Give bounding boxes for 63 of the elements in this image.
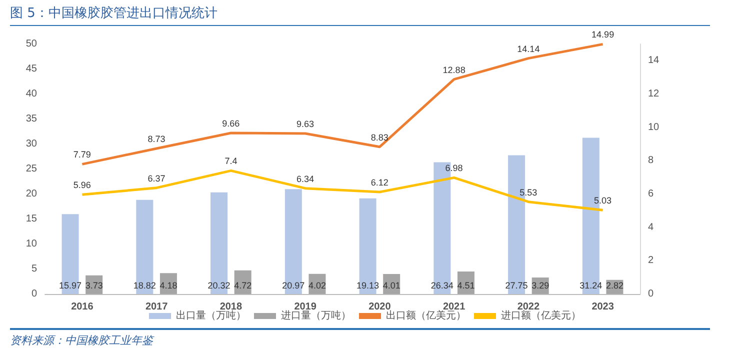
data-label: 4.01 [382, 280, 400, 290]
data-label: 4.02 [308, 280, 326, 290]
data-label: 7.79 [73, 150, 91, 160]
data-label: 9.63 [296, 119, 314, 129]
data-label: 2.82 [606, 280, 624, 290]
data-label: 4.51 [457, 280, 475, 290]
data-label: 8.83 [370, 132, 388, 142]
y-tick-label: 35 [26, 114, 38, 124]
data-label: 8.73 [148, 134, 166, 144]
x-tick-label: 2016 [71, 302, 94, 312]
x-tick-label: 2023 [592, 302, 614, 312]
data-label: 3.29 [532, 280, 550, 290]
data-label: 26.34 [430, 280, 454, 290]
y-tick-label: 20 [26, 188, 38, 200]
y-tick-label: 5 [31, 264, 38, 274]
y2-tick-label: 14 [648, 55, 660, 66]
y-tick-label: 15 [26, 214, 38, 224]
data-label: 20.32 [208, 280, 230, 290]
y2-tick-label: 4 [648, 222, 654, 233]
data-label: 4.18 [160, 280, 178, 290]
data-label: 31.24 [580, 280, 602, 290]
bar [136, 200, 154, 294]
y-tick-label: 10 [26, 238, 38, 250]
data-label: 12.88 [442, 64, 466, 75]
y-tick-label: 45 [26, 64, 38, 74]
data-label: 14.99 [592, 30, 614, 40]
data-label: 7.4 [224, 156, 238, 166]
y-tick-label: 30 [26, 138, 38, 150]
data-label: 20.97 [282, 280, 305, 290]
data-label: 27.75 [505, 280, 528, 290]
data-label: 18.82 [133, 280, 156, 290]
x-tick-label: 2021 [442, 302, 466, 312]
data-label: 14.14 [517, 44, 540, 54]
y2-tick-label: 0 [648, 288, 654, 300]
data-label: 9.66 [222, 118, 240, 128]
data-label: 6.37 [148, 173, 166, 184]
x-tick-label: 2017 [145, 302, 168, 312]
legend-label: 进口量（万吨） [281, 310, 351, 322]
data-label: 4.72 [234, 280, 252, 290]
y2-tick-label: 6 [648, 188, 654, 200]
bar [62, 214, 79, 294]
y2-tick-label: 10 [648, 122, 660, 133]
y-tick-label: 40 [26, 88, 38, 100]
chart-title: 图 5：中国橡胶胶管进出口情况统计 [10, 4, 710, 26]
data-label: 6.12 [370, 178, 388, 188]
data-label: 6.98 [445, 163, 463, 174]
legend-label: 出口额（亿美元） [386, 310, 466, 322]
y2-tick-label: 8 [648, 155, 654, 166]
data-label: 19.13 [356, 280, 380, 290]
data-label: 15.97 [59, 280, 82, 290]
y-tick-label: 50 [26, 38, 38, 50]
data-label: 5.53 [520, 187, 538, 198]
y-tick-label: 0 [31, 288, 38, 300]
data-label: 3.73 [85, 280, 103, 290]
text: 资料来源：中国橡胶工业年鉴 [10, 328, 710, 348]
y2-tick-label: 2 [648, 255, 654, 266]
data-label: 5.96 [73, 180, 91, 190]
data-label: 6.34 [296, 174, 314, 184]
legend-label: 出口量（万吨） [176, 310, 246, 322]
y2-tick-label: 12 [648, 88, 660, 100]
y-tick-label: 25 [26, 164, 38, 174]
legend-label: 进口额（亿美元） [501, 310, 581, 322]
data-label: 5.03 [594, 196, 612, 206]
